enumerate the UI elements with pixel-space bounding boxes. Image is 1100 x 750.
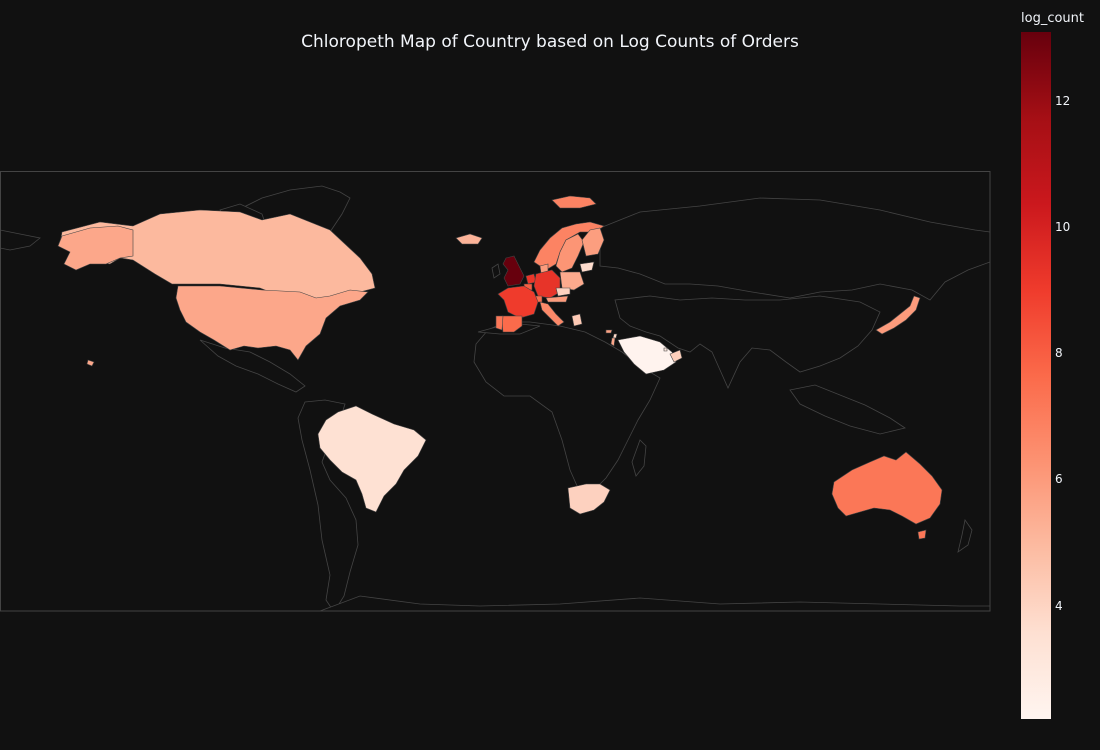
region-portugal[interactable] [495, 315, 504, 331]
land-antarctica [319, 595, 990, 611]
land-se-asia-islands [789, 384, 906, 435]
land-madagascar [631, 439, 647, 477]
land-mexico-central [199, 339, 306, 393]
region-united-kingdom[interactable] [502, 255, 525, 287]
region-czech-republic[interactable] [555, 287, 571, 297]
region-finland[interactable] [581, 227, 605, 257]
colorbar-tick-label: 8 [1055, 346, 1063, 361]
region-austria[interactable] [545, 295, 569, 303]
map-frame [0, 171, 991, 612]
region-saudi-arabia[interactable] [617, 335, 677, 375]
colorbar [1021, 32, 1051, 719]
colorbar-tick-label: 4 [1055, 598, 1063, 613]
chart-title: Chloropeth Map of Country based on Log C… [301, 32, 799, 52]
region-lithuania[interactable] [579, 261, 595, 273]
region-iceland[interactable] [455, 233, 483, 245]
region-germany[interactable] [533, 269, 561, 299]
region-australia[interactable] [831, 451, 943, 525]
region-lebanon[interactable] [612, 333, 618, 339]
colorbar-tick-label: 10 [1055, 220, 1071, 235]
region-poland[interactable] [559, 271, 585, 291]
land-asia-south [614, 295, 881, 389]
land-africa [473, 321, 661, 489]
region-united-states[interactable] [175, 285, 369, 361]
colorbar-title: log_count [1021, 11, 1084, 26]
region-hawaii[interactable] [86, 359, 95, 367]
region-united-arab-emirates[interactable] [669, 349, 683, 363]
region-greece[interactable] [571, 313, 583, 327]
land-new-zealand [957, 519, 973, 553]
region-brazil[interactable] [317, 405, 427, 513]
region-israel[interactable] [610, 337, 616, 347]
land-uk-ireland-west [491, 263, 501, 279]
region-italy[interactable] [539, 301, 565, 327]
region-bahrain[interactable] [663, 347, 668, 352]
region-tasmania[interactable] [917, 529, 927, 540]
land-russia [599, 197, 990, 301]
colorbar-tick-label: 12 [1055, 94, 1071, 109]
region-japan[interactable] [875, 295, 921, 335]
region-france[interactable] [497, 285, 539, 319]
region-alaska[interactable] [57, 225, 134, 271]
region-south-africa[interactable] [567, 483, 611, 515]
region-svalbard-norway[interactable] [551, 195, 597, 209]
land-layer [0, 185, 990, 611]
colorbar-tick-label: 6 [1055, 472, 1063, 487]
colorbar-gradient [1021, 32, 1051, 719]
land-alaska-islands [0, 229, 41, 251]
region-cyprus[interactable] [605, 329, 613, 334]
country-layer [57, 195, 943, 540]
